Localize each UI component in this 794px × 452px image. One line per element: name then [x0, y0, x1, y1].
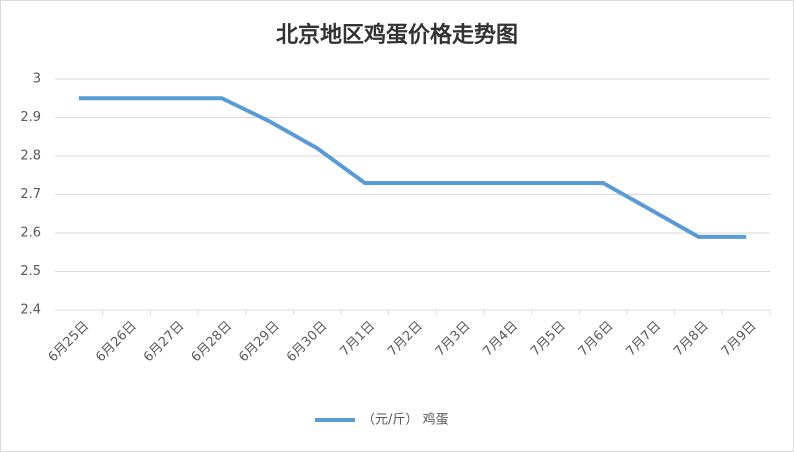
y-tick-label: 2.4	[20, 303, 41, 318]
y-tick-label: 2.8	[20, 149, 41, 164]
y-tick-label: 2.7	[20, 187, 41, 202]
y-tick-label: 2.6	[20, 226, 41, 241]
y-tick-label: 2.9	[20, 110, 41, 125]
chart-title: 北京地区鸡蛋价格走势图	[276, 22, 518, 48]
y-tick-label: 2.5	[20, 264, 41, 279]
line-series	[78, 96, 747, 239]
legend-label: （元/斤） 鸡蛋	[362, 412, 449, 428]
y-tick-label: 3	[33, 72, 41, 87]
